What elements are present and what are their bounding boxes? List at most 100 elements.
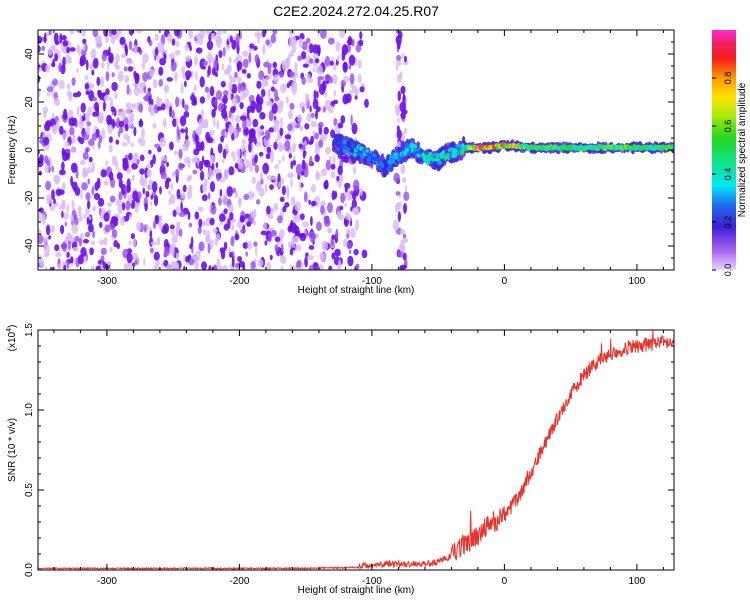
noise-blob — [72, 133, 76, 144]
noise-blob — [280, 83, 287, 94]
noise-blob — [252, 220, 257, 226]
noise-blob — [185, 126, 188, 136]
noise-blob — [257, 259, 264, 268]
noise-blob — [57, 258, 61, 264]
noise-blob — [103, 212, 110, 222]
noise-blob — [127, 66, 133, 72]
noise-blob — [66, 260, 70, 269]
noise-blob — [54, 53, 58, 62]
noise-blob — [252, 118, 259, 128]
noise-blob — [191, 70, 194, 78]
noise-blob — [238, 261, 246, 268]
noise-blob — [169, 224, 175, 230]
noise-blob — [197, 226, 202, 234]
noise-blob — [329, 60, 334, 66]
noise-blob — [312, 53, 319, 60]
noise-blob — [301, 144, 306, 151]
noise-blob — [178, 148, 183, 159]
noise-blob — [61, 241, 68, 252]
noise-blob — [340, 192, 346, 204]
noise-blob — [166, 77, 173, 82]
spectrogram-x-tick-label: -300 — [97, 276, 117, 287]
noise-blob — [336, 55, 340, 62]
noise-blob — [216, 172, 221, 182]
noise-blob — [114, 91, 118, 99]
noise-blob — [148, 95, 152, 106]
noise-blob — [215, 162, 219, 169]
noise-blob — [183, 111, 190, 118]
noise-blob — [264, 183, 268, 193]
noise-blob — [231, 39, 237, 50]
ridge-core — [381, 163, 385, 169]
noise-blob — [397, 90, 401, 102]
noise-blob — [298, 180, 302, 192]
noise-blob — [175, 117, 179, 127]
noise-blob — [191, 100, 198, 106]
noise-blob — [226, 186, 233, 197]
noise-blob — [310, 112, 315, 118]
noise-blob — [221, 63, 225, 71]
noise-blob — [312, 98, 319, 110]
snr-marks — [38, 330, 674, 570]
noise-blob — [316, 221, 322, 231]
noise-blob — [46, 86, 54, 93]
noise-blob — [168, 189, 172, 196]
noise-blob — [342, 238, 349, 248]
noise-blob — [159, 58, 167, 66]
noise-blob — [71, 199, 75, 210]
colorbar-tick-label: 0.8 — [723, 72, 733, 85]
noise-blob — [235, 54, 242, 62]
noise-blob — [327, 228, 333, 234]
noise-blob — [64, 221, 68, 227]
noise-blob — [273, 123, 279, 133]
noise-blob — [234, 71, 238, 79]
noise-blob — [266, 205, 271, 215]
noise-blob — [145, 190, 150, 198]
noise-blob — [116, 172, 123, 180]
noise-blob — [45, 180, 52, 191]
noise-blob — [154, 33, 159, 41]
noise-blob — [111, 72, 115, 78]
noise-blob — [404, 55, 407, 63]
noise-blob — [335, 41, 341, 52]
noise-blob — [83, 51, 86, 57]
ridge-core — [387, 164, 392, 169]
noise-blob — [115, 139, 120, 145]
noise-blob — [284, 202, 290, 208]
ridge-core — [424, 151, 430, 155]
snr-y-tick-label: 1.5 — [24, 323, 35, 337]
noise-blob — [301, 106, 305, 114]
noise-blob — [192, 169, 198, 175]
noise-blob — [219, 189, 223, 197]
noise-blob — [200, 108, 205, 119]
snr-y-axis-label: SNR (10 * v/v) — [7, 418, 18, 482]
noise-blob — [44, 266, 48, 270]
noise-blob — [214, 168, 222, 174]
noise-blob — [109, 97, 114, 108]
noise-blob — [237, 76, 242, 84]
noise-blob — [115, 53, 120, 64]
noise-blob — [118, 191, 123, 201]
noise-blob — [332, 154, 336, 165]
noise-blob — [39, 259, 45, 268]
noise-blob — [323, 126, 329, 135]
noise-blob — [149, 69, 155, 78]
noise-blob — [214, 71, 218, 78]
noise-blob — [364, 98, 369, 108]
noise-blob — [122, 157, 128, 163]
noise-blob — [403, 191, 410, 202]
noise-blob — [148, 149, 152, 155]
noise-blob — [195, 33, 203, 40]
noise-blob — [264, 240, 268, 246]
noise-blob — [188, 30, 194, 39]
noise-blob — [350, 114, 353, 126]
noise-blob — [351, 122, 358, 135]
noise-blob — [228, 110, 232, 119]
noise-blob — [38, 233, 44, 245]
noise-blob — [159, 186, 162, 195]
noise-blob — [228, 92, 232, 101]
noise-blob — [201, 261, 207, 270]
noise-blob — [109, 171, 114, 181]
noise-blob — [322, 106, 326, 113]
